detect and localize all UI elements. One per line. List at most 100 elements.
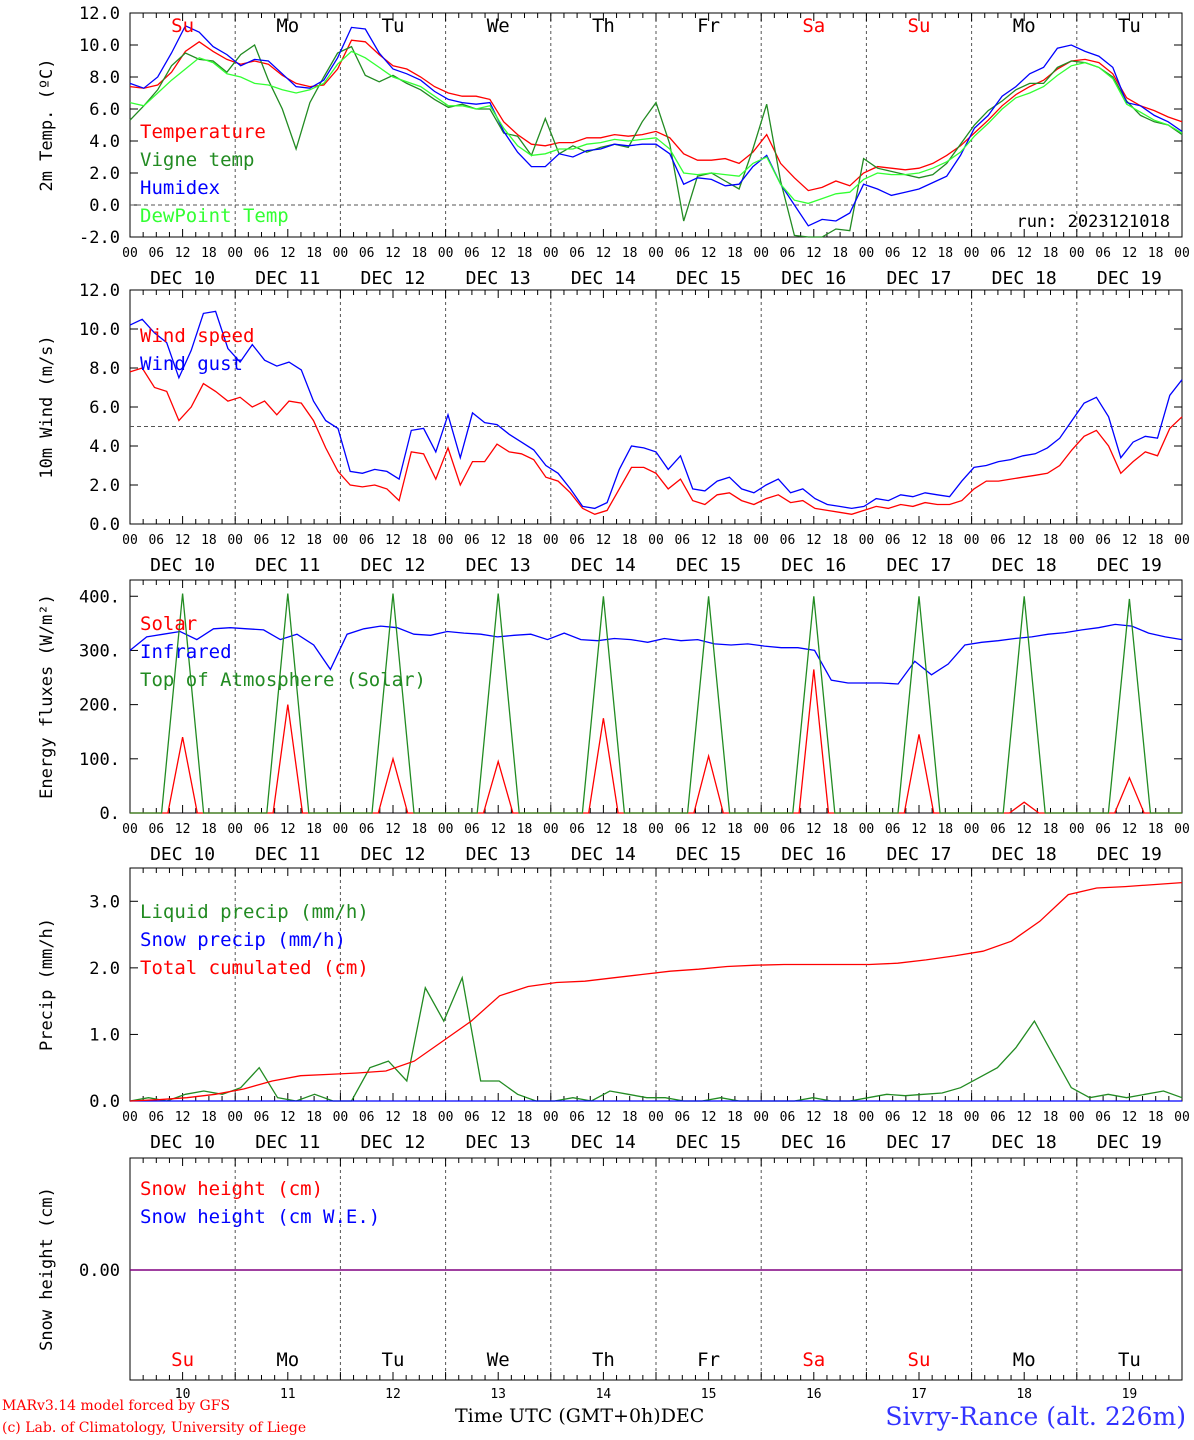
day-number: 11	[280, 1387, 296, 1402]
y-axis-label: Energy fluxes (W/m²)	[37, 594, 57, 799]
hour-tick-label: 12	[385, 246, 401, 261]
hour-tick-label: 18	[517, 1110, 533, 1125]
hour-tick-label: 18	[622, 533, 638, 548]
date-label: DEC 17	[886, 268, 951, 289]
hour-tick-label: 18	[306, 246, 322, 261]
date-label: DEC 10	[150, 555, 215, 576]
date-label: DEC 14	[571, 555, 636, 576]
day-number: 16	[806, 1387, 822, 1402]
time-axis-month: DEC	[660, 1405, 705, 1427]
hour-tick-label: 06	[885, 822, 901, 837]
hour-tick-label: 00	[122, 246, 138, 261]
hour-tick-label: 00	[964, 533, 980, 548]
weekday-label: Mo	[276, 1349, 299, 1371]
hour-tick-label: 00	[543, 246, 559, 261]
day-number: 17	[911, 1387, 927, 1402]
y-tick-label: 12.0	[79, 281, 120, 301]
hour-tick-label: 18	[622, 246, 638, 261]
hour-tick-label: 18	[1148, 533, 1164, 548]
hour-tick-label: 18	[517, 533, 533, 548]
date-label: DEC 12	[360, 555, 425, 576]
weekday-label: Su	[171, 15, 194, 37]
y-axis-label: 2m Temp. (ºC)	[37, 58, 57, 191]
date-label: DEC 18	[992, 1132, 1057, 1153]
y-tick-label: 300.	[79, 641, 120, 661]
hour-tick-label: 00	[227, 246, 243, 261]
hour-tick-label: 12	[175, 822, 191, 837]
hour-tick-label: 12	[1122, 1110, 1138, 1125]
hour-tick-label: 00	[1069, 1110, 1085, 1125]
date-label: DEC 18	[992, 844, 1057, 865]
hour-tick-label: 18	[832, 246, 848, 261]
hour-tick-label: 06	[359, 246, 375, 261]
date-label: DEC 15	[676, 1132, 741, 1153]
hour-tick-label: 00	[859, 246, 875, 261]
hour-tick-label: 00	[1069, 246, 1085, 261]
weekday-label: Mo	[276, 15, 299, 37]
date-label: DEC 13	[466, 268, 531, 289]
hour-tick-label: 12	[806, 533, 822, 548]
hour-tick-label: 06	[148, 246, 164, 261]
hour-tick-label: 18	[937, 246, 953, 261]
hour-tick-label: 00	[648, 822, 664, 837]
legend-entry: Snow height (cm)	[140, 1178, 323, 1200]
hour-tick-label: 18	[411, 1110, 427, 1125]
hour-tick-label: 00	[122, 822, 138, 837]
legend-entry: Humidex	[140, 177, 220, 199]
date-label: DEC 13	[466, 844, 531, 865]
date-label: DEC 14	[571, 268, 636, 289]
hour-tick-label: 00	[122, 533, 138, 548]
y-tick-label: 12.0	[79, 4, 120, 24]
hour-tick-label: 06	[254, 1110, 270, 1125]
hour-tick-label: 18	[937, 533, 953, 548]
hour-tick-label: 12	[490, 533, 506, 548]
hour-tick-label: 18	[1148, 822, 1164, 837]
weekday-label: Su	[171, 1349, 194, 1371]
y-tick-label: 100.	[79, 750, 120, 770]
hour-tick-label: 06	[674, 1110, 690, 1125]
hour-tick-label: 00	[333, 246, 349, 261]
y-axis-label: 10m Wind (m/s)	[37, 335, 57, 478]
y-tick-label: 400.	[79, 587, 120, 607]
hour-tick-label: 00	[438, 246, 454, 261]
y-tick-label: 2.0	[89, 476, 120, 496]
date-label: DEC 14	[571, 844, 636, 865]
series-line	[129, 975, 1183, 1102]
y-tick-label: -2.0	[79, 228, 120, 248]
y-tick-label: 8.0	[89, 359, 120, 379]
y-axis-label: Snow height (cm)	[37, 1187, 57, 1351]
series-line	[129, 367, 1183, 515]
hour-tick-label: 12	[596, 1110, 612, 1125]
weekday-label: Tu	[382, 15, 405, 37]
hour-tick-label: 06	[1095, 822, 1111, 837]
hour-tick-label: 00	[438, 533, 454, 548]
y-tick-label: 2.0	[89, 959, 120, 979]
y-axis-label: Precip (mm/h)	[37, 918, 57, 1051]
hour-tick-label: 18	[1148, 1110, 1164, 1125]
lab-credit: (c) Lab. of Climatology, University of L…	[2, 1420, 307, 1436]
hour-tick-label: 00	[753, 822, 769, 837]
time-axis-title: Time UTC (GMT+0h)DEC	[455, 1405, 704, 1427]
weekday-label: Tu	[1118, 15, 1141, 37]
hour-tick-label: 12	[1016, 1110, 1032, 1125]
hour-tick-label: 06	[359, 1110, 375, 1125]
hour-tick-label: 06	[885, 533, 901, 548]
hour-tick-label: 00	[438, 1110, 454, 1125]
hour-tick-label: 06	[464, 822, 480, 837]
hour-tick-label: 12	[806, 822, 822, 837]
hour-tick-label: 18	[937, 822, 953, 837]
hour-tick-label: 18	[727, 822, 743, 837]
y-tick-label: 0.00	[79, 1261, 120, 1281]
hour-tick-label: 12	[490, 246, 506, 261]
hour-tick-label: 18	[832, 1110, 848, 1125]
weekday-label: Su	[908, 15, 931, 37]
hour-tick-label: 18	[1043, 246, 1059, 261]
series-line	[129, 39, 1183, 192]
hour-tick-label: 00	[859, 1110, 875, 1125]
date-label: DEC 16	[781, 844, 846, 865]
y-tick-label: 0.0	[89, 515, 120, 535]
hour-tick-label: 12	[175, 533, 191, 548]
series-line	[129, 881, 1183, 1102]
hour-tick-label: 12	[701, 246, 717, 261]
